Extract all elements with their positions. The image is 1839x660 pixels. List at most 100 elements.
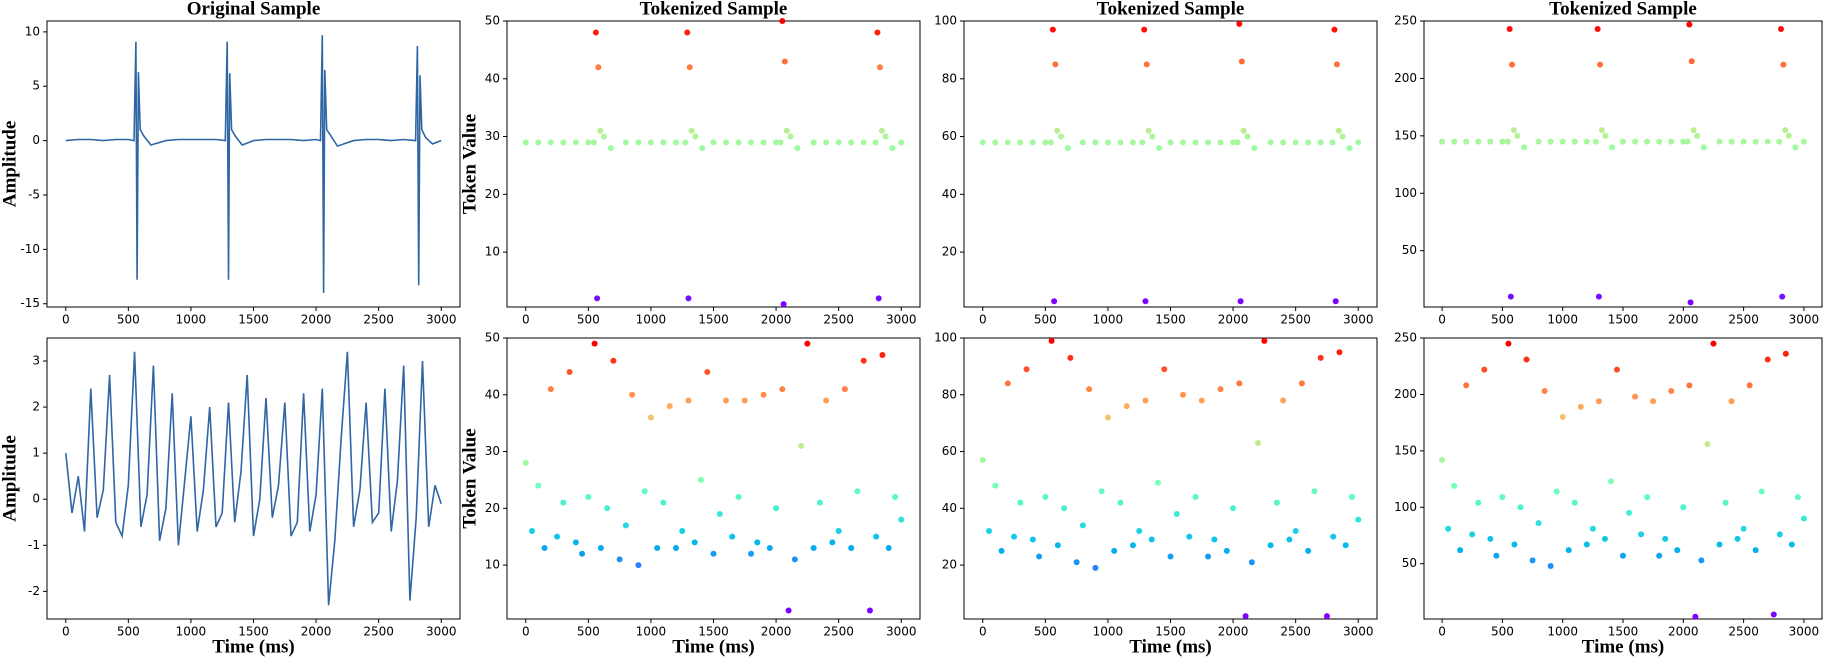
token-point (672, 139, 679, 146)
token-point (1547, 562, 1554, 569)
token-point (1779, 293, 1786, 300)
token-point (1011, 533, 1018, 540)
token-point (779, 18, 786, 24)
x-tick-label: 2000 (1668, 313, 1699, 327)
token-point (1780, 61, 1787, 68)
token-point (1333, 61, 1340, 68)
token-point (1688, 58, 1695, 65)
x-tick-label: 500 (1491, 625, 1514, 639)
token-point (710, 139, 717, 146)
token-point (1535, 520, 1542, 527)
x-tick-label: 1500 (698, 313, 729, 327)
token-point (787, 133, 794, 140)
token-point (1048, 337, 1055, 344)
token-point (1794, 494, 1801, 501)
y-axis-label: Token Value (459, 114, 480, 214)
token-point (992, 139, 999, 146)
y-tick-label: 80 (942, 71, 957, 85)
token-point (1129, 542, 1136, 549)
token-point (1521, 144, 1528, 151)
token-point (529, 528, 536, 535)
token-point (1752, 138, 1759, 145)
axes-frame (46, 20, 461, 308)
y-tick-label: 5 (32, 79, 40, 93)
token-point (872, 139, 879, 146)
token-point (572, 139, 579, 146)
x-axis-label: Time (ms) (1129, 636, 1212, 657)
x-tick-label: 0 (979, 313, 987, 327)
x-tick-label: 3000 (886, 313, 917, 327)
x-tick-label: 2000 (301, 625, 332, 639)
token-point (829, 539, 836, 546)
token-point (723, 139, 730, 146)
token-point (691, 539, 698, 546)
token-point (876, 64, 883, 71)
token-point (1686, 21, 1693, 28)
token-point (1776, 138, 1783, 145)
token-point (1764, 138, 1771, 145)
y-tick-label: 20 (485, 501, 500, 515)
token-point (760, 139, 767, 146)
axes-frame (963, 337, 1378, 620)
token-point (635, 139, 642, 146)
token-point (1192, 139, 1199, 146)
token-point (1504, 138, 1511, 145)
token-point (841, 386, 848, 393)
token-point (1710, 340, 1717, 347)
token-point (1205, 553, 1212, 560)
token-point (1644, 138, 1651, 145)
y-tick-label: 150 (1394, 443, 1417, 457)
token-point (1255, 440, 1262, 447)
x-tick-label: 1500 (698, 625, 729, 639)
token-point (1595, 293, 1602, 300)
token-point (591, 340, 598, 347)
x-tick-label: 2500 (823, 313, 854, 327)
y-tick-label: 200 (1394, 387, 1417, 401)
token-point (854, 488, 861, 495)
token-point (1230, 505, 1237, 512)
token-point (600, 133, 607, 140)
x-tick-label: 2500 (823, 625, 854, 639)
token-point (1475, 138, 1482, 145)
token-point (1577, 403, 1584, 410)
token-point (1143, 61, 1150, 68)
x-tick-label: 3000 (1343, 313, 1374, 327)
token-point (1023, 366, 1030, 373)
y-tick-label: 80 (942, 387, 957, 401)
x-tick-label: 1000 (1093, 625, 1124, 639)
token-point (716, 510, 723, 517)
panel-title: Tokenized Sample (1549, 0, 1697, 19)
token-point (1511, 541, 1518, 548)
token-point (579, 550, 586, 557)
token-point (1607, 478, 1614, 485)
token-point (1692, 613, 1699, 620)
token-point (1251, 145, 1258, 152)
token-point (1217, 139, 1224, 146)
token-point (1234, 139, 1241, 146)
token-point (1517, 504, 1524, 511)
token-point (1186, 533, 1193, 540)
token-point (1104, 414, 1111, 421)
x-tick-label: 3000 (426, 625, 457, 639)
token-point (1180, 139, 1187, 146)
token-point (660, 139, 667, 146)
x-tick-label: 500 (1491, 313, 1514, 327)
token-point (1475, 499, 1482, 506)
token-point (1506, 26, 1513, 33)
token-point (1305, 139, 1312, 146)
token-point (1684, 138, 1691, 145)
token-point (654, 545, 661, 552)
token-point (848, 545, 855, 552)
y-tick-label: -10 (20, 242, 40, 256)
token-point (1782, 350, 1789, 357)
token-point (1674, 547, 1681, 554)
token-point (986, 528, 993, 535)
x-tick-label: 500 (117, 313, 140, 327)
token-point (1602, 132, 1609, 139)
token-point (1782, 127, 1789, 134)
y-tick-label: 1 (32, 446, 40, 460)
token-point (1004, 380, 1011, 387)
x-tick-label: 0 (62, 313, 70, 327)
token-point (1286, 536, 1293, 543)
y-axis-label: Amplitude (0, 435, 20, 522)
